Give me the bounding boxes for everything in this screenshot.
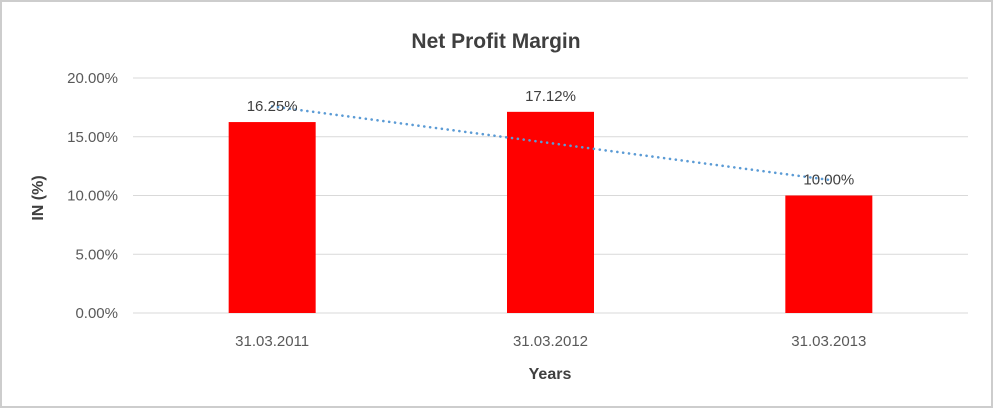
bar-data-label: 17.12% (525, 88, 576, 105)
bar-data-label: 10.00% (803, 172, 854, 189)
y-tick-label: 5.00% (75, 246, 118, 263)
bar-series (228, 111, 873, 313)
bar (507, 111, 594, 313)
x-tick-label: 31.03.2013 (791, 333, 866, 350)
labels-group: 16.25% 31.03.2011 17.12% 31.03.2012 10.00% 31… (235, 88, 866, 350)
x-tick-label: 31.03.2012 (513, 333, 588, 350)
y-tick-label: 0.00% (75, 305, 118, 322)
y-tick-label: 10.00% (67, 188, 118, 205)
trendline-group (270, 105, 831, 182)
chart-title: Net Profit Margin (411, 30, 580, 53)
trendline (270, 105, 831, 182)
x-axis-title: Years (529, 366, 572, 383)
bar-data-label: 16.25% (247, 98, 298, 115)
y-tick-label: 20.00% (67, 70, 118, 87)
x-tick-label: 31.03.2011 (235, 333, 309, 350)
y-axis-title: IN (%) (30, 175, 47, 220)
y-tick-label: 15.00% (67, 129, 118, 146)
bar (785, 195, 873, 313)
bar (228, 122, 316, 313)
